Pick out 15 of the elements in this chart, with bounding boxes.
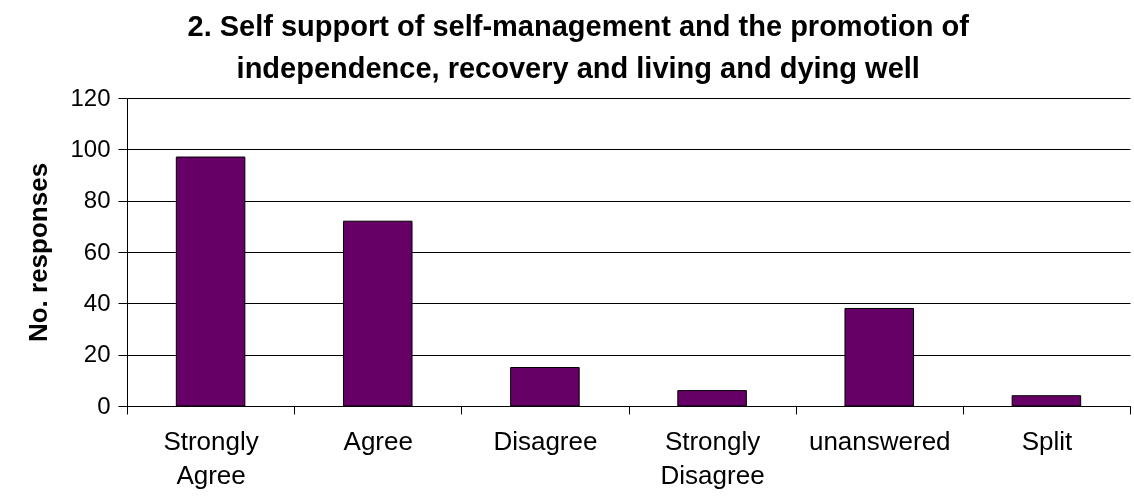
y-tick-label: 120 bbox=[70, 83, 111, 111]
x-tick-label: Strongly Disagree bbox=[660, 425, 765, 490]
y-tick-label: 100 bbox=[70, 134, 111, 162]
y-tick-label: 60 bbox=[83, 237, 111, 265]
y-tick-label: 20 bbox=[83, 340, 111, 368]
y-tick-label: 0 bbox=[97, 391, 111, 419]
x-tick-label: Split bbox=[1021, 425, 1073, 456]
chart-title: 2. Self support of self-management and the promotion of independence, recovery and living and dying well bbox=[187, 10, 970, 84]
y-axis-title: No. responses bbox=[23, 162, 54, 343]
x-tick-label: Disagree bbox=[493, 425, 598, 456]
y-tick-label: 40 bbox=[83, 288, 111, 316]
y-tick-label: 80 bbox=[83, 186, 111, 214]
x-tick-label: unanswered bbox=[808, 425, 951, 456]
x-tick-label: Strongly Agree bbox=[163, 425, 259, 490]
x-tick-label: Agree bbox=[343, 425, 413, 456]
